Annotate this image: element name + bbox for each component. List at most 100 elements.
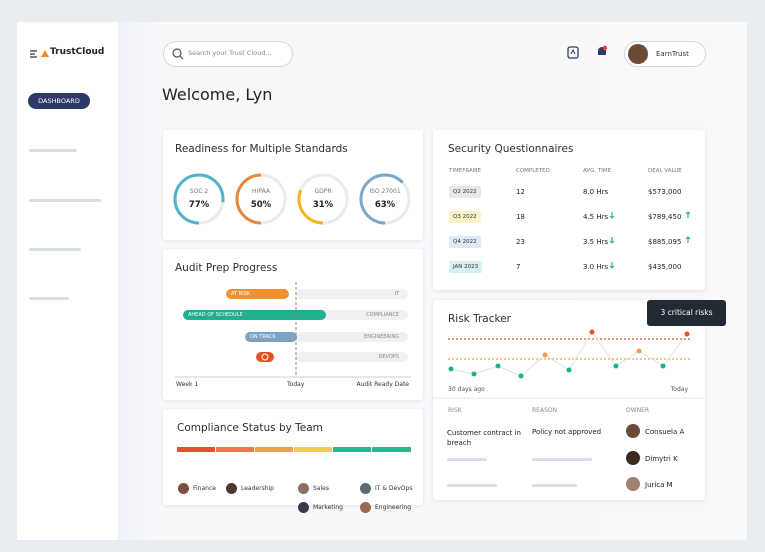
cell: $789,450 <box>648 213 682 221</box>
avatar <box>360 502 371 513</box>
avatar <box>626 477 640 491</box>
gauge-name: SOC 2 <box>190 188 209 195</box>
x-label: 30 days ago <box>448 386 485 393</box>
icon-bell[interactable] <box>596 45 608 59</box>
gauge-name: HIPAA <box>252 188 271 195</box>
team-name: Marketing <box>313 504 343 511</box>
cell: 3.0 Hrs <box>583 263 609 271</box>
cell: 4.5 Hrs <box>583 213 609 221</box>
cell: 23 <box>516 238 525 246</box>
gauges: SOC 2 77% HIPAA 50% GDPR 31% ISO 27001 63% <box>173 173 411 225</box>
avatar <box>360 483 371 494</box>
timeframe-badge: Q2 2022 <box>449 186 481 198</box>
questionnaires-card: Security Questionnaires TIMEFRAME COMPLET… <box>433 130 705 290</box>
gauge-arc <box>173 173 225 225</box>
gauge-name: ISO 27001 <box>369 188 400 195</box>
placeholder <box>447 458 487 461</box>
search-icon <box>172 48 184 60</box>
search-box[interactable]: Search your Trust Cloud... <box>163 41 293 67</box>
col-header: TIMEFRAME <box>449 168 481 174</box>
nav-placeholder[interactable] <box>29 248 81 251</box>
risk-chart <box>433 329 705 399</box>
risk-card: Risk Tracker 30 days ago Today RISK REAS… <box>433 300 705 500</box>
readiness-card: Readiness for Multiple Standards SOC 2 77… <box>163 130 423 240</box>
main: Search your Trust Cloud... EarnTrust Wel… <box>118 22 747 540</box>
area-label: IT <box>394 291 399 297</box>
timeframe-badge: Q4 2022 <box>449 236 481 248</box>
bar <box>183 310 326 320</box>
nav-placeholder[interactable] <box>29 149 77 152</box>
team-name: Engineering <box>375 504 411 511</box>
bar <box>226 289 289 299</box>
icon-badge[interactable] <box>567 46 579 59</box>
team-name: IT & DevOps <box>375 485 413 492</box>
placeholder <box>447 484 497 487</box>
placeholder <box>532 458 592 461</box>
avatar <box>626 424 640 438</box>
x-label: Today <box>670 386 688 393</box>
avatar <box>628 44 648 64</box>
col-header: COMPLETED <box>516 168 550 174</box>
status-label: ON TRACK <box>250 334 276 340</box>
x-label: Today <box>287 381 305 388</box>
avatar <box>626 451 640 465</box>
brand: TrustCloud <box>50 47 105 57</box>
search-placeholder: Search your Trust Cloud... <box>188 49 272 57</box>
reason-text: Policy not approved <box>532 428 602 436</box>
x-label: Week 1 <box>176 381 199 388</box>
col-header: DEAL VALUE <box>648 168 682 174</box>
avatar <box>298 483 309 494</box>
logo-icon <box>30 50 49 58</box>
x-label: Audit Ready Date <box>356 381 409 388</box>
bar <box>256 352 274 362</box>
nav-dashboard[interactable]: DASHBOARD <box>28 93 90 109</box>
risk-text: Customer contract in breach <box>447 429 521 447</box>
cell: 18 <box>516 213 525 221</box>
user-menu[interactable]: EarnTrust <box>624 41 706 67</box>
owner-name: Dimytri K <box>645 455 678 463</box>
area-label: ENGINEERING <box>364 334 399 340</box>
gauge-label: 77% <box>189 200 210 210</box>
avatar <box>178 483 189 494</box>
icon <box>261 353 269 361</box>
track <box>296 289 408 362</box>
cell: 3.5 Hrs <box>583 238 609 246</box>
timeframe-badge: Q3 2022 <box>449 211 481 223</box>
team-name: Leadership <box>241 485 274 492</box>
cell: $573,000 <box>648 188 682 196</box>
area-label: COMPLIANCE <box>366 312 399 318</box>
audit-card: Audit Prep Progress AT RISK IT AHEAD OF SC… <box>163 249 423 400</box>
cell: 12 <box>516 188 525 196</box>
app-window: TrustCloud DASHBOARD Search your Trust C… <box>17 22 747 540</box>
col-header: AVG. TIME <box>583 168 612 174</box>
card-title: Security Questionnaires <box>448 143 574 155</box>
cell: 8.0 Hrs <box>583 188 609 196</box>
gauge-label: 31% <box>313 200 334 210</box>
gauge-label: 63% <box>375 200 396 210</box>
welcome: Welcome, Lyn <box>162 85 273 104</box>
card-title: Audit Prep Progress <box>175 262 278 274</box>
nav-placeholder[interactable] <box>29 297 69 300</box>
gauge-label: 50% <box>251 200 272 210</box>
col-header: OWNER <box>626 407 650 414</box>
trend-arrows <box>685 211 691 243</box>
status-label: AHEAD OF SCHEDULE <box>188 312 243 318</box>
trend-arrows <box>609 212 615 269</box>
card-title: Readiness for Multiple Standards <box>175 143 348 155</box>
gauge-name: GDPR <box>314 188 331 195</box>
tooltip: 3 critical risks <box>647 300 726 326</box>
bar <box>245 332 297 342</box>
owner-name: Consuela A <box>645 428 685 436</box>
team-name: Sales <box>313 485 329 492</box>
placeholder <box>532 484 577 487</box>
gauge-arc <box>297 173 349 225</box>
nav-placeholder[interactable] <box>29 199 101 202</box>
owner-name: Jurica M <box>645 481 673 489</box>
avatar <box>226 483 237 494</box>
compliance-card: Compliance Status by Team Finance Leaders… <box>163 409 423 513</box>
area-label: DEVOPS <box>378 354 399 360</box>
cell: $885,095 <box>648 238 682 246</box>
user-name: EarnTrust <box>656 50 689 58</box>
card-title: Risk Tracker <box>448 313 511 325</box>
